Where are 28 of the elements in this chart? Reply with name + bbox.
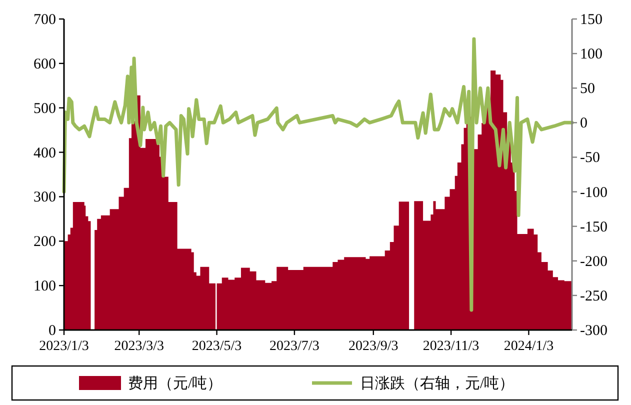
legend-label: 费用（元/吨） [128, 375, 222, 392]
y2-tick-label: -250 [580, 288, 608, 304]
y2-tick-label: -200 [580, 254, 608, 270]
x-tick-label: 2023/5/3 [192, 339, 242, 354]
line-series [62, 37, 574, 312]
y-tick-label: 600 [34, 56, 56, 72]
x-tick-label: 2023/3/3 [114, 339, 164, 354]
y2-tick-label: -50 [580, 150, 600, 166]
y-tick-label: 400 [34, 145, 56, 162]
y-tick-label: 300 [34, 190, 56, 206]
legend-label: 日涨跌（右轴，元/吨） [360, 375, 514, 392]
x-tick-label: 2024/1/3 [504, 339, 554, 354]
y2-tick-label: 50 [580, 81, 595, 98]
y2-tick-label: -300 [580, 323, 608, 339]
y2-tick-label: -150 [580, 219, 608, 236]
y-tick-label: 200 [34, 234, 56, 250]
y-tick-label: 100 [34, 278, 56, 295]
y2-tick-label: 0 [580, 116, 588, 132]
y2-tick-label: -100 [580, 184, 608, 201]
y-tick-label: 700 [34, 12, 56, 28]
x-tick-label: 2023/9/3 [348, 339, 398, 354]
y2-tick-label: 100 [580, 46, 602, 63]
y-tick-label: 0 [48, 323, 56, 339]
y2-tick-label: 150 [580, 12, 602, 28]
x-tick-label: 2023/7/3 [270, 339, 320, 354]
y-tick-label: 500 [34, 100, 56, 117]
x-tick-label: 2023/11/3 [422, 339, 480, 354]
x-tick-label: 2023/1/3 [39, 339, 89, 354]
